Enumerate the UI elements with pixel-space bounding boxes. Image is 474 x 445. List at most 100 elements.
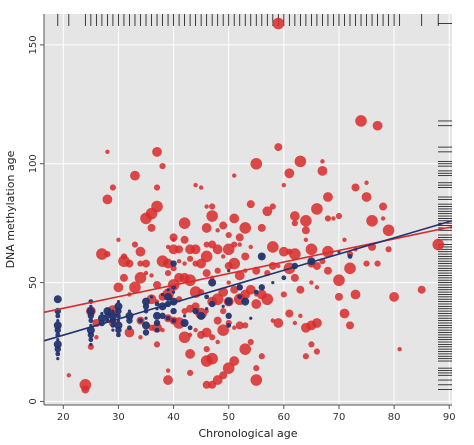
- data-point: [229, 213, 240, 224]
- data-point: [230, 285, 239, 294]
- data-point: [202, 380, 211, 389]
- data-point: [187, 332, 193, 338]
- data-point: [169, 233, 178, 242]
- data-point: [271, 280, 275, 285]
- data-point: [300, 214, 312, 227]
- data-point: [298, 313, 303, 319]
- data-point: [111, 309, 115, 313]
- data-point: [201, 223, 212, 233]
- data-point: [248, 244, 253, 250]
- data-point: [87, 343, 94, 350]
- data-point: [309, 280, 314, 285]
- data-point: [178, 217, 191, 229]
- data-point: [109, 184, 117, 191]
- data-point: [219, 371, 228, 380]
- data-point: [285, 309, 294, 318]
- data-point: [235, 233, 244, 242]
- data-point: [241, 297, 250, 306]
- data-point: [53, 340, 62, 349]
- data-point: [209, 203, 216, 210]
- data-point: [363, 260, 370, 267]
- data-point: [131, 241, 139, 248]
- data-point: [208, 278, 217, 287]
- data-point: [191, 302, 200, 311]
- x-tick-label: 60: [277, 412, 290, 423]
- data-point: [389, 291, 400, 302]
- data-point: [274, 143, 283, 152]
- data-point: [281, 275, 287, 281]
- data-point: [267, 241, 279, 253]
- data-point: [246, 200, 255, 209]
- data-point: [302, 353, 309, 360]
- data-point: [153, 184, 161, 191]
- data-point: [334, 292, 343, 301]
- data-point: [102, 194, 113, 205]
- data-point: [142, 259, 150, 268]
- data-point: [147, 223, 156, 232]
- data-point: [269, 203, 276, 210]
- data-point: [55, 351, 61, 357]
- data-point: [202, 269, 211, 278]
- trend-lines: [43, 220, 453, 342]
- data-point: [197, 311, 206, 320]
- data-point: [313, 348, 321, 355]
- data-point: [289, 211, 300, 221]
- x-tick-label: 90: [443, 412, 456, 423]
- data-point: [380, 216, 386, 221]
- data-point: [201, 327, 212, 338]
- data-point: [312, 318, 322, 328]
- data-point: [351, 183, 360, 192]
- data-point: [134, 272, 147, 284]
- x-tick-label: 40: [167, 412, 180, 423]
- data-point: [165, 315, 171, 321]
- data-point: [160, 292, 165, 297]
- data-point: [350, 289, 361, 300]
- data-point: [124, 327, 135, 338]
- data-point: [239, 222, 252, 234]
- data-point: [142, 321, 150, 330]
- data-point: [221, 304, 225, 308]
- data-point: [296, 285, 305, 294]
- data-point: [225, 312, 232, 320]
- data-point: [226, 280, 231, 285]
- x-axis-label: Chronological age: [198, 427, 297, 440]
- data-point: [317, 165, 328, 176]
- data-point: [53, 321, 62, 330]
- data-point: [289, 248, 301, 260]
- data-point: [280, 291, 287, 298]
- data-point: [66, 373, 72, 378]
- data-point: [294, 155, 307, 168]
- data-point: [224, 297, 233, 306]
- data-point: [154, 301, 160, 307]
- data-point: [215, 339, 220, 345]
- data-point: [344, 262, 356, 275]
- data-point: [56, 357, 60, 361]
- data-point: [163, 375, 173, 385]
- data-point: [56, 319, 60, 323]
- data-point: [364, 180, 369, 185]
- grid-lines: [44, 14, 452, 405]
- data-point: [241, 252, 250, 261]
- data-point: [372, 120, 383, 131]
- data-point: [209, 334, 216, 341]
- data-point: [215, 228, 220, 233]
- data-point: [206, 352, 218, 365]
- data-point: [113, 282, 124, 293]
- data-point: [178, 331, 191, 344]
- data-point: [219, 221, 228, 230]
- data-point: [237, 242, 242, 247]
- data-point: [284, 168, 295, 179]
- data-point: [281, 182, 287, 188]
- data-point: [258, 284, 265, 291]
- data-point: [324, 215, 332, 222]
- data-point: [193, 182, 198, 188]
- data-point: [114, 321, 123, 330]
- data-point: [88, 337, 94, 343]
- data-point: [151, 200, 163, 213]
- data-point: [137, 260, 144, 267]
- data-point: [250, 374, 263, 386]
- data-point: [103, 307, 112, 316]
- data-point: [211, 293, 224, 306]
- data-point: [237, 294, 243, 300]
